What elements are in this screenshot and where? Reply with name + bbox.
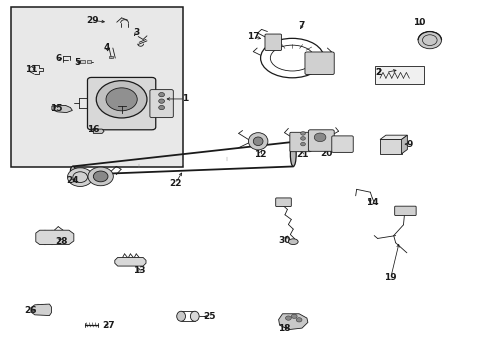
Circle shape bbox=[300, 142, 305, 146]
Text: 18: 18 bbox=[278, 324, 290, 333]
Bar bbox=[80, 60, 84, 63]
Ellipse shape bbox=[290, 142, 296, 166]
Ellipse shape bbox=[88, 167, 113, 186]
Ellipse shape bbox=[248, 133, 267, 150]
Text: 3: 3 bbox=[133, 28, 139, 37]
FancyBboxPatch shape bbox=[308, 130, 333, 151]
Text: 8: 8 bbox=[335, 141, 342, 150]
Text: 10: 10 bbox=[412, 18, 425, 27]
Text: 9: 9 bbox=[406, 140, 412, 149]
FancyBboxPatch shape bbox=[394, 206, 415, 216]
Text: 19: 19 bbox=[384, 273, 396, 282]
Circle shape bbox=[158, 99, 164, 103]
Text: 20: 20 bbox=[320, 149, 332, 158]
Text: 24: 24 bbox=[66, 176, 79, 185]
Circle shape bbox=[96, 81, 147, 118]
Circle shape bbox=[296, 318, 302, 322]
Bar bbox=[86, 60, 91, 63]
FancyBboxPatch shape bbox=[150, 90, 173, 118]
Circle shape bbox=[300, 136, 305, 140]
Circle shape bbox=[106, 88, 137, 111]
Text: 17: 17 bbox=[246, 32, 259, 41]
Text: 6: 6 bbox=[55, 54, 61, 63]
Polygon shape bbox=[278, 314, 307, 329]
FancyBboxPatch shape bbox=[305, 52, 333, 75]
Ellipse shape bbox=[67, 168, 93, 186]
Polygon shape bbox=[401, 135, 407, 154]
Text: 14: 14 bbox=[365, 198, 378, 207]
Polygon shape bbox=[52, 105, 72, 113]
Circle shape bbox=[158, 93, 164, 97]
Circle shape bbox=[158, 105, 164, 110]
Text: 1: 1 bbox=[182, 94, 188, 103]
Polygon shape bbox=[379, 135, 407, 139]
Text: 7: 7 bbox=[298, 21, 305, 30]
Text: 12: 12 bbox=[253, 150, 266, 159]
FancyBboxPatch shape bbox=[331, 136, 352, 152]
Text: 29: 29 bbox=[86, 16, 99, 25]
Circle shape bbox=[285, 316, 291, 320]
Ellipse shape bbox=[176, 311, 185, 321]
Circle shape bbox=[314, 133, 325, 141]
FancyBboxPatch shape bbox=[87, 77, 156, 130]
Text: 16: 16 bbox=[87, 125, 100, 134]
Circle shape bbox=[300, 132, 305, 135]
Text: 28: 28 bbox=[55, 237, 68, 246]
Ellipse shape bbox=[288, 239, 298, 244]
Polygon shape bbox=[93, 129, 104, 134]
Text: 23: 23 bbox=[99, 172, 112, 181]
Text: 2: 2 bbox=[375, 68, 381, 77]
FancyBboxPatch shape bbox=[289, 132, 311, 152]
FancyBboxPatch shape bbox=[275, 198, 291, 207]
Bar bbox=[109, 56, 113, 58]
Text: 30: 30 bbox=[278, 236, 290, 245]
Polygon shape bbox=[31, 304, 51, 316]
Text: 15: 15 bbox=[50, 104, 63, 113]
Ellipse shape bbox=[190, 311, 199, 321]
Text: 25: 25 bbox=[203, 312, 215, 321]
Bar bbox=[11, 7, 183, 167]
Ellipse shape bbox=[417, 32, 441, 49]
Ellipse shape bbox=[93, 171, 108, 182]
Text: 21: 21 bbox=[295, 150, 307, 159]
Text: 2: 2 bbox=[375, 68, 381, 77]
Text: 13: 13 bbox=[133, 266, 145, 275]
Bar bbox=[374, 66, 423, 84]
Text: 27: 27 bbox=[102, 321, 115, 330]
Text: 11: 11 bbox=[24, 65, 37, 74]
Bar bbox=[379, 139, 401, 154]
Polygon shape bbox=[36, 230, 74, 244]
Circle shape bbox=[291, 314, 297, 319]
Ellipse shape bbox=[253, 137, 263, 145]
Text: 26: 26 bbox=[24, 306, 37, 315]
Text: 4: 4 bbox=[103, 43, 110, 52]
Ellipse shape bbox=[70, 166, 75, 175]
FancyBboxPatch shape bbox=[264, 34, 281, 50]
Polygon shape bbox=[115, 257, 146, 266]
Text: 22: 22 bbox=[169, 179, 181, 188]
Text: 5: 5 bbox=[75, 58, 81, 67]
